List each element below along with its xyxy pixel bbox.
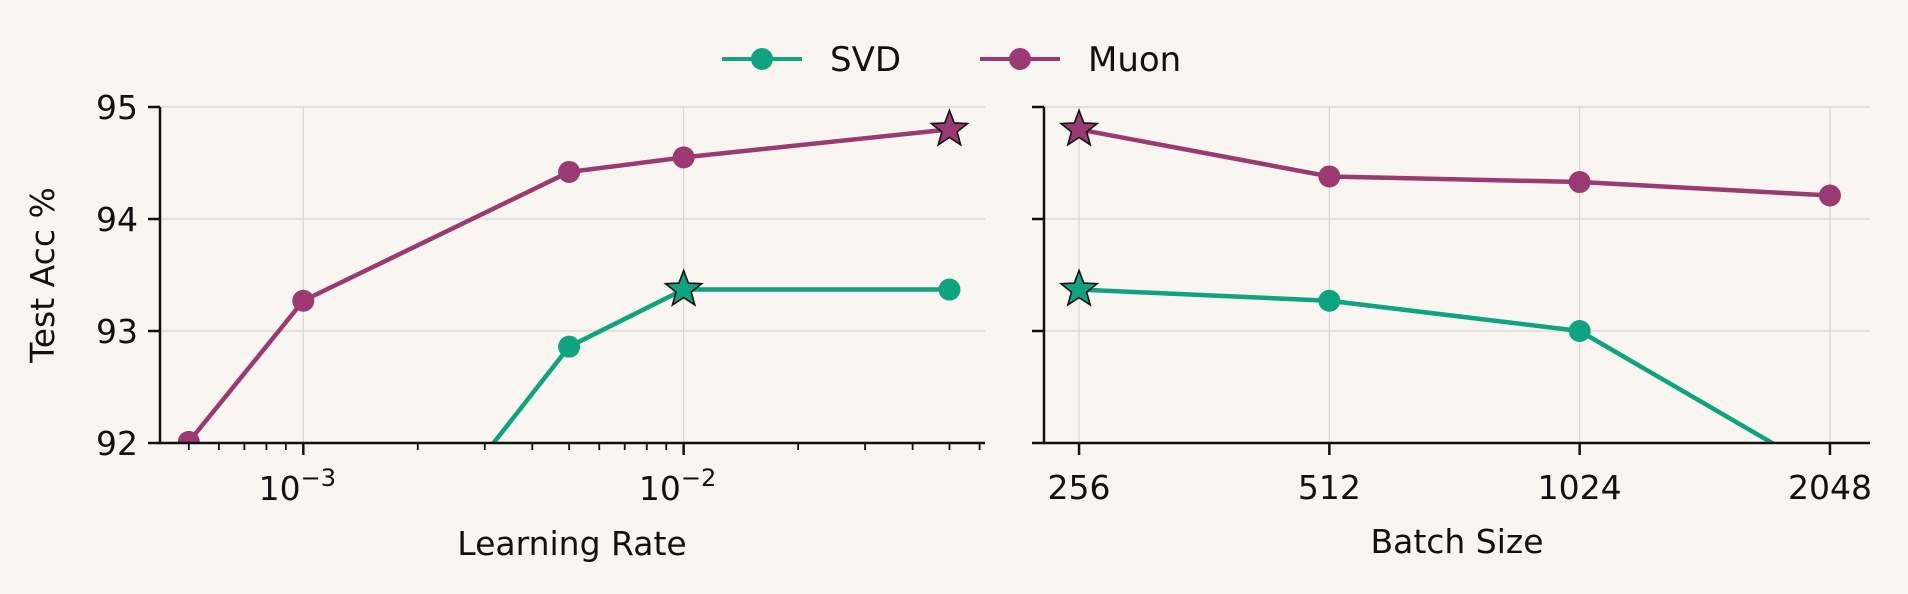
legend-muon-label: Muon — [1088, 40, 1181, 80]
legend-svd-marker — [751, 48, 773, 70]
x-tick-label: 256 — [1048, 468, 1111, 507]
data-point-muon — [1568, 171, 1591, 194]
legend: SVD Muon — [722, 40, 1181, 80]
best-point-star-muon — [929, 108, 970, 147]
series-line-svd — [490, 287, 950, 443]
legend-item-muon: Muon — [980, 40, 1181, 80]
left-y-ticks: 92 93 94 95 — [96, 88, 160, 463]
series-muon — [1058, 108, 1841, 207]
series-line-svd — [1078, 287, 1777, 443]
data-point-svd — [1568, 320, 1591, 342]
right-grid — [1044, 106, 1870, 444]
series-line-muon — [1078, 127, 1831, 198]
left-x-ticks: 10−3 10−2 — [187, 443, 981, 508]
x-tick-label: 10−3 — [259, 464, 336, 508]
data-point-muon — [292, 289, 315, 312]
legend-item-svd: SVD — [722, 40, 901, 80]
series-svd — [1058, 268, 1777, 443]
batch-size-panel: 256 512 1024 2048 Batch Size — [1032, 105, 1872, 561]
data-point-svd — [938, 278, 961, 301]
y-tick-label: 92 — [96, 424, 138, 463]
best-point-star-svd — [1058, 268, 1100, 307]
x-tick-label-exponent: −2 — [681, 464, 716, 492]
best-point-star-muon — [1058, 108, 1100, 147]
series-muon — [177, 108, 970, 443]
y-axis-label: Test Acc % — [23, 187, 62, 364]
right-x-ticks: 256 512 1024 2048 — [1048, 443, 1872, 507]
right-series — [1058, 108, 1841, 443]
x-tick-label: 2048 — [1788, 468, 1872, 507]
legend-svd-label: SVD — [830, 40, 901, 80]
data-point-svd — [1318, 289, 1341, 312]
x-tick-label-exponent: −3 — [301, 464, 336, 492]
y-tick-label: 94 — [96, 200, 138, 239]
x-tick-label: 512 — [1298, 468, 1361, 507]
x-tick-label-base: 10 — [639, 469, 681, 508]
series-svd — [490, 268, 961, 443]
left-grid — [160, 106, 985, 444]
y-tick-label: 93 — [96, 312, 138, 351]
right-x-axis-label: Batch Size — [1370, 522, 1543, 561]
y-tick-label: 95 — [96, 88, 138, 127]
data-point-muon — [1818, 184, 1841, 207]
best-point-star-svd — [663, 268, 704, 307]
right-y-ticks — [1032, 105, 1044, 445]
legend-muon-marker — [1009, 48, 1031, 70]
data-point-muon — [672, 146, 695, 169]
x-tick-label-base: 10 — [259, 469, 301, 508]
data-point-muon — [1318, 165, 1341, 188]
x-tick-label: 10−2 — [639, 464, 716, 508]
right-axes-spine — [1042, 107, 1870, 445]
left-series — [177, 108, 970, 443]
data-point-svd — [558, 335, 581, 358]
left-axes-spine — [158, 107, 985, 445]
left-x-axis-label: Learning Rate — [457, 524, 686, 563]
data-point-muon — [177, 430, 200, 443]
data-point-muon — [558, 160, 581, 183]
x-tick-label: 1024 — [1538, 468, 1622, 507]
